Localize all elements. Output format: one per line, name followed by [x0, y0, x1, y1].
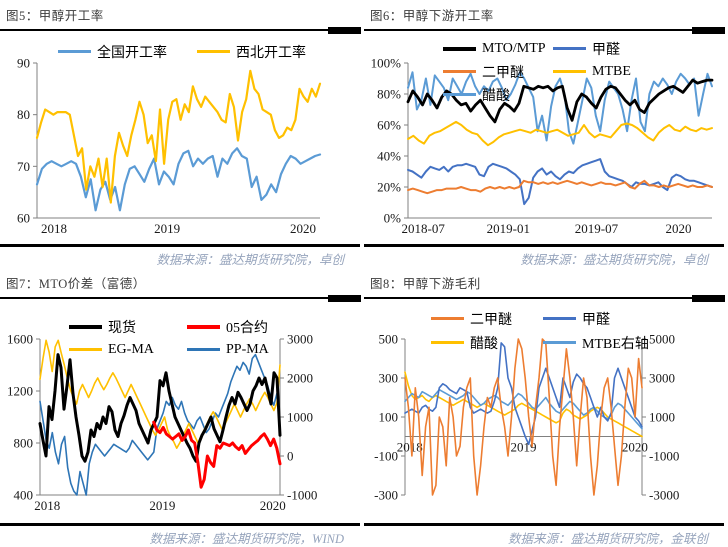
svg-text:100%: 100% — [371, 55, 402, 70]
svg-text:1000: 1000 — [287, 409, 313, 424]
fig7-chart-area: 1600 1200 800 400 3000 2000 1000 0 -1000 2018 2019… — [0, 302, 364, 521]
svg-text:1600: 1600 — [7, 331, 33, 346]
svg-text:2020: 2020 — [666, 221, 692, 236]
svg-text:100: 100 — [379, 409, 399, 424]
fig6-chart-area: 100% 80% 60% 40% 20% 0% 2018-07 2019-01 2019-07 2… — [364, 34, 728, 243]
svg-text:2018: 2018 — [41, 221, 67, 236]
svg-text:3000: 3000 — [287, 331, 313, 346]
svg-text:-100: -100 — [374, 448, 398, 463]
svg-text:2020: 2020 — [290, 221, 316, 236]
svg-text:5000: 5000 — [649, 331, 675, 346]
svg-text:40%: 40% — [377, 148, 401, 163]
fig7-source: 数据来源：盛达期货研究院，WIND — [149, 531, 344, 546]
fig6-line-chart: 100% 80% 60% 40% 20% 0%2018-07 2019-01 2019-07 2… — [371, 55, 714, 236]
svg-text:400: 400 — [14, 487, 34, 502]
fig8-chart-area: 500 300 100 -100 -300 5000 3000 1000 -1000 -3000 2… — [364, 302, 728, 521]
fig8-source: 数据来源：盛达期货研究院，金联创 — [507, 531, 708, 546]
svg-text:60: 60 — [17, 210, 30, 225]
fig7-title: 图7：MTO价差（富德） — [6, 277, 146, 291]
fig8-line-chart: 500 300 100 -100 -300 5000 3000 1000 -1000 -3000 2… — [374, 331, 679, 502]
svg-text:0: 0 — [287, 448, 294, 463]
panel-fig7: 图7：MTO价差（富德） 1600 1200 800 400 3000 2000 1000 0… — [0, 268, 364, 547]
svg-text:2018: 2018 — [397, 439, 423, 454]
svg-text:300: 300 — [379, 370, 399, 385]
svg-text:-1000: -1000 — [649, 448, 679, 463]
fig5-line-chart: 90 80 70 60 2018 2019 2020 — [17, 55, 322, 236]
svg-text:2020: 2020 — [260, 498, 286, 513]
svg-text:2019-01: 2019-01 — [487, 221, 530, 236]
svg-text:70: 70 — [17, 158, 30, 173]
svg-text:90: 90 — [17, 55, 30, 70]
svg-text:2018-07: 2018-07 — [402, 221, 446, 236]
fig8-bottom-rule — [364, 523, 725, 526]
svg-text:2019: 2019 — [149, 498, 175, 513]
fig6-bottom-rule — [364, 244, 725, 247]
svg-text:3000: 3000 — [649, 370, 675, 385]
svg-text:2019: 2019 — [511, 439, 537, 454]
fig6-source: 数据来源：盛达期货研究院，卓创 — [520, 253, 708, 267]
fig7-line-chart: 1600 1200 800 400 3000 2000 1000 0 -1000 2018 2019… — [7, 331, 317, 513]
fig5-separator — [0, 27, 364, 34]
fig5-title: 图5：甲醇开工率 — [6, 9, 104, 23]
svg-text:2019: 2019 — [154, 221, 180, 236]
svg-text:2020: 2020 — [622, 439, 648, 454]
fig5-source: 数据来源：盛达期货研究院，卓创 — [156, 253, 344, 267]
svg-text:0%: 0% — [384, 210, 402, 225]
fig7-separator — [0, 295, 364, 302]
svg-text:80%: 80% — [377, 86, 401, 101]
panel-fig6: 图6：甲醇下游开工率 100% 80% 60% 40% 20% 0% 2018-07 2019… — [364, 0, 728, 268]
fig6-title: 图6：甲醇下游开工率 — [370, 9, 494, 23]
fig5-chart-area: 90 80 70 60 2018 2019 2020 全国开工率 西北开工率 — [0, 34, 364, 243]
panel-fig8: 图8：甲醇下游毛利 500 300 100 -100 -300 5000 3000 1000 -… — [364, 268, 728, 547]
svg-text:60%: 60% — [377, 117, 401, 132]
fig6-separator — [364, 27, 728, 34]
svg-text:1000: 1000 — [649, 409, 675, 424]
fig5-bottom-rule — [0, 244, 361, 247]
fig7-bottom-rule — [0, 523, 361, 526]
svg-text:80: 80 — [17, 107, 30, 122]
svg-text:800: 800 — [14, 435, 34, 450]
svg-text:-1000: -1000 — [287, 487, 317, 502]
svg-text:2019-07: 2019-07 — [575, 221, 619, 236]
svg-text:-3000: -3000 — [649, 487, 679, 502]
svg-text:20%: 20% — [377, 179, 401, 194]
fig8-title: 图8：甲醇下游毛利 — [370, 277, 481, 291]
svg-text:1200: 1200 — [7, 383, 33, 398]
svg-text:500: 500 — [379, 331, 399, 346]
fig8-separator — [364, 295, 728, 302]
panel-fig5: 图5：甲醇开工率 90 80 70 60 2018 2019 2020 全国开工率 西北开工率… — [0, 0, 364, 268]
svg-text:2018: 2018 — [34, 498, 60, 513]
svg-text:-300: -300 — [374, 487, 398, 502]
svg-text:2000: 2000 — [287, 370, 313, 385]
